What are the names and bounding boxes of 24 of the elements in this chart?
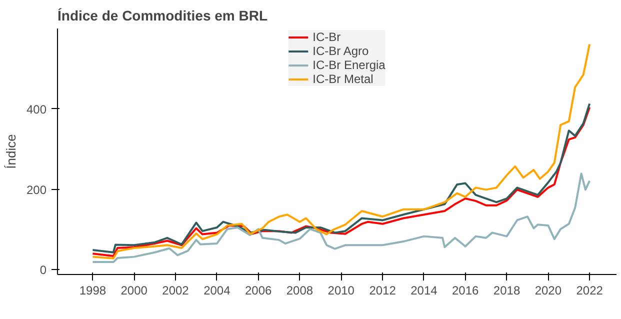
x-tick-label: 1998 — [79, 284, 106, 298]
legend-label: IC-Br — [312, 30, 341, 44]
legend-label: IC-Br Metal — [312, 72, 374, 86]
legend-label: IC-Br Agro — [312, 44, 369, 58]
x-tick-label: 2014 — [410, 284, 438, 298]
x-tick-label: 2020 — [534, 284, 562, 298]
y-tick-label: 0 — [40, 263, 47, 278]
x-tick-label: 2006 — [244, 284, 272, 298]
chart-title: Índice de Commodities em BRL — [58, 8, 268, 24]
y-axis-title: Índice — [3, 134, 18, 169]
y-tick-label: 200 — [26, 182, 47, 197]
line-series — [92, 43, 591, 260]
x-tick-label: 2012 — [369, 284, 396, 298]
x-tick-label: 2000 — [120, 284, 148, 298]
x-tick-label: 2010 — [328, 284, 355, 298]
x-tick-label: 2016 — [452, 284, 480, 298]
y-tick-label: 400 — [26, 102, 47, 116]
x-tick-label: 2018 — [493, 284, 520, 298]
x-tick-label: 2002 — [162, 284, 190, 298]
x-tick-label: 2008 — [286, 284, 314, 298]
legend-label: IC-Br Energia — [312, 58, 386, 72]
x-tick-label: 2022 — [576, 284, 604, 298]
x-tick-label: 2004 — [204, 284, 231, 298]
line-series — [92, 172, 591, 264]
